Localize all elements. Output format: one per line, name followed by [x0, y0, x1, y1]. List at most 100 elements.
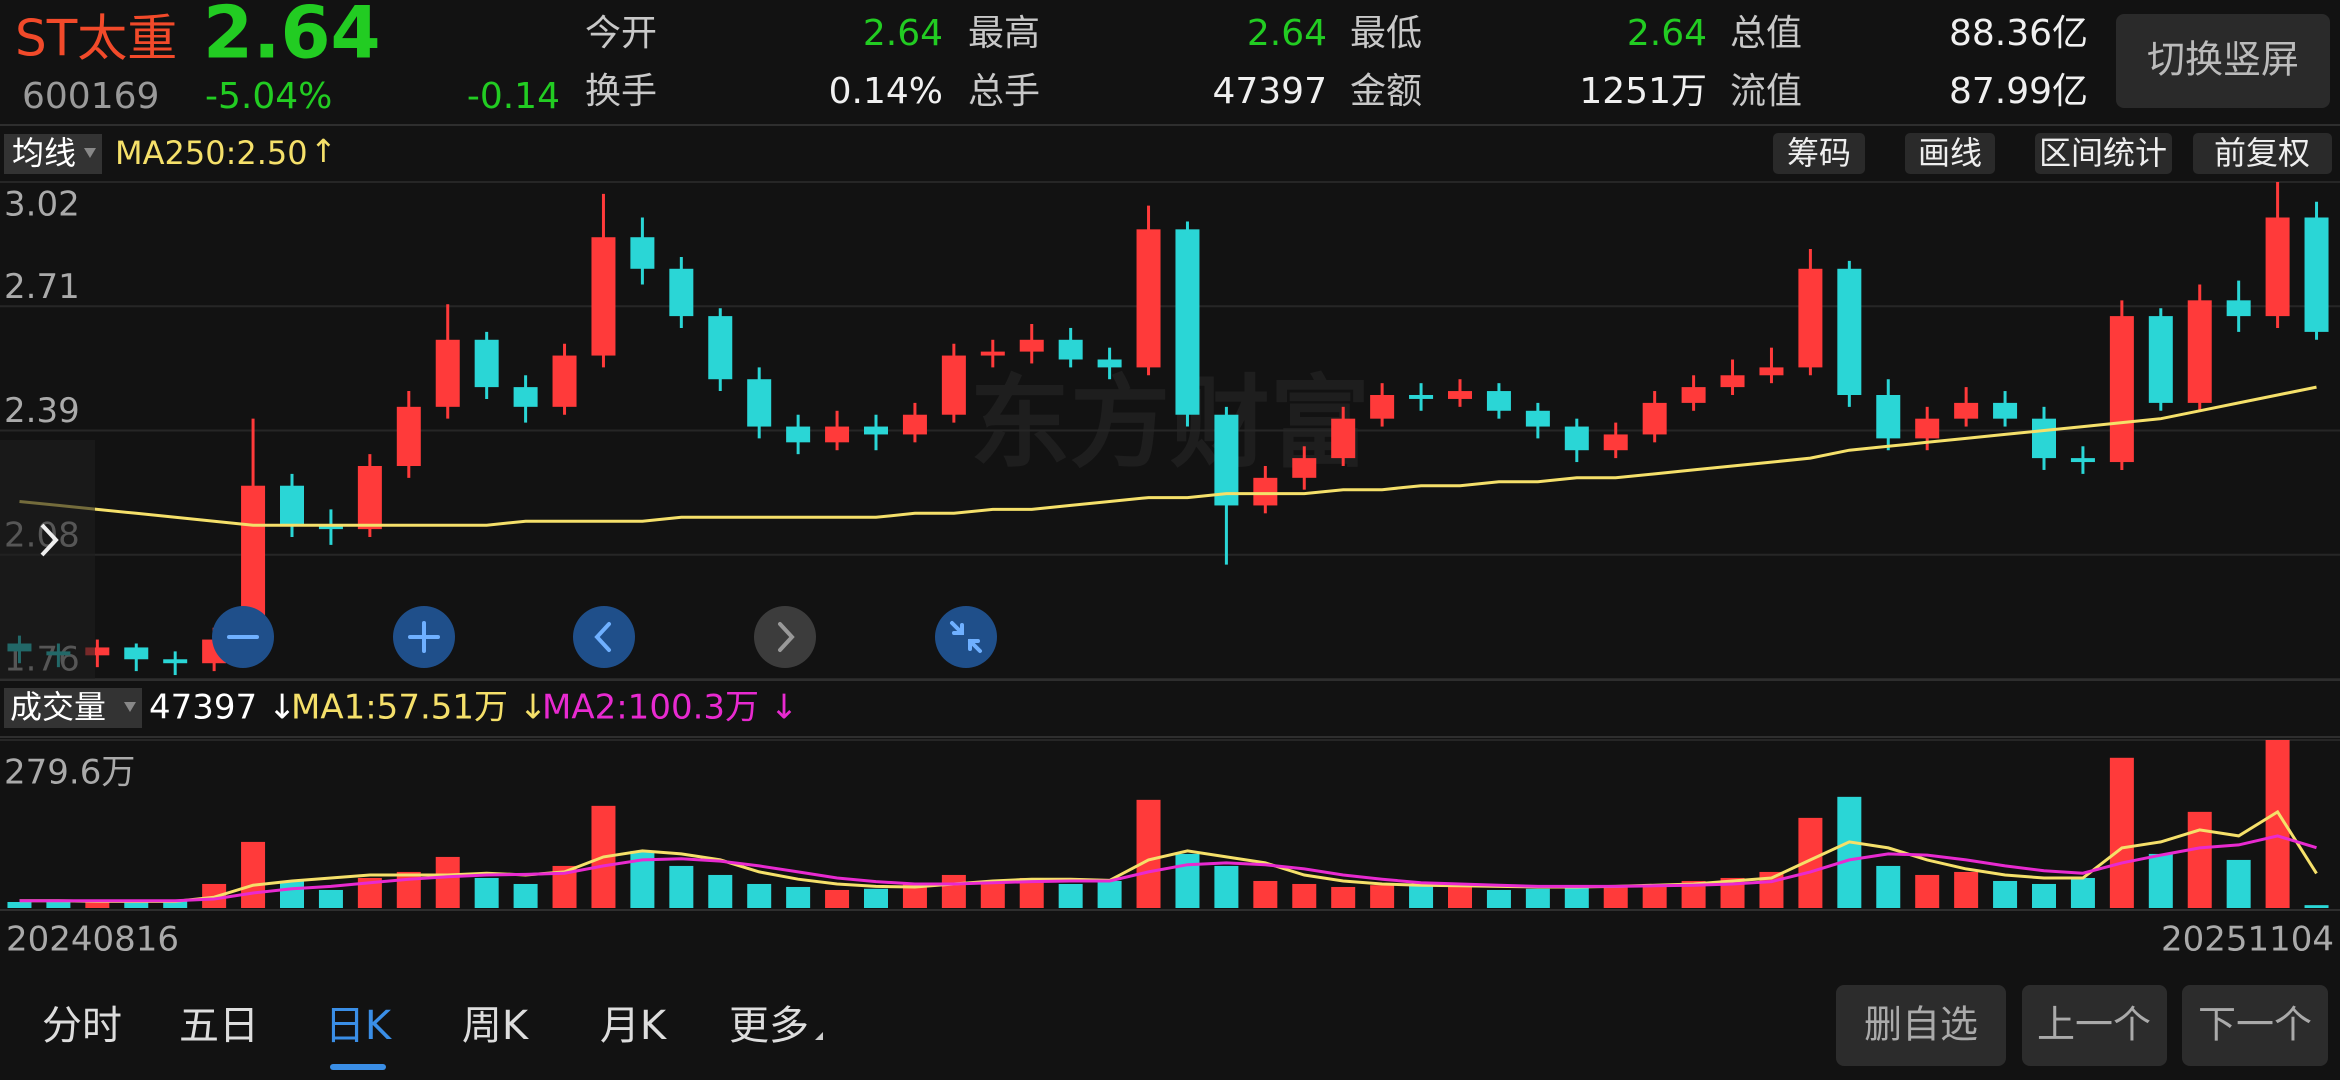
- volume-bar: [1876, 865, 1901, 908]
- stat-value: 88.36亿: [1949, 13, 2088, 54]
- scroll-right-button[interactable]: [754, 606, 816, 668]
- volume-bar: [1954, 871, 1979, 908]
- volume-bar: [1837, 796, 1862, 908]
- ma-selector[interactable]: [4, 134, 102, 174]
- volume-bar: [2109, 757, 2134, 908]
- reset-button[interactable]: [935, 606, 997, 668]
- tool-button[interactable]: [1773, 133, 1865, 174]
- volume-bar: [1409, 883, 1434, 908]
- tab[interactable]: 五日: [179, 1003, 259, 1049]
- stat-value: 87.99亿: [1949, 71, 2088, 112]
- candle-body: [2032, 418, 2056, 459]
- ma-arrow: ↑: [310, 132, 337, 170]
- tool-button[interactable]: [2035, 133, 2172, 174]
- stat-value: 1251万: [1579, 71, 1707, 112]
- candle-body: [1954, 402, 1979, 419]
- volume-bar: [2304, 905, 2329, 908]
- end-date: 20251104: [2161, 920, 2334, 960]
- candle-body: [1097, 359, 1122, 368]
- candle-body: [435, 339, 460, 407]
- candle-body: [1759, 367, 1784, 376]
- tab[interactable]: 周K: [462, 1003, 530, 1049]
- tool-button-label[interactable]: 筹码: [1787, 134, 1851, 172]
- candle-body: [1370, 395, 1395, 419]
- expand-icon[interactable]: [40, 523, 59, 557]
- candle-body: [902, 414, 927, 435]
- volume-bar: [1486, 889, 1511, 908]
- volume-bar: [980, 880, 1005, 908]
- scroll-left-icon: [594, 622, 611, 652]
- volume-bar: [513, 883, 538, 908]
- volume-bar: [669, 865, 694, 908]
- tool-button-label[interactable]: 前复权: [2214, 134, 2310, 172]
- volume-bar: [2148, 853, 2173, 908]
- change: -0.14: [467, 76, 560, 117]
- volume-bar: [1642, 883, 1667, 908]
- candle-body: [669, 268, 694, 317]
- volume-bar: [1993, 880, 2018, 908]
- ma2-label: MA2:100.3万 ↓: [542, 688, 798, 728]
- ma250-line: [19, 385, 2317, 527]
- action-button[interactable]: [2182, 985, 2328, 1066]
- tool-button-label[interactable]: 区间统计: [2039, 134, 2167, 172]
- candle-body: [786, 426, 811, 443]
- candle-body: [163, 659, 188, 664]
- tool-button[interactable]: [1905, 133, 1995, 174]
- stock-name: ST太重: [15, 10, 177, 68]
- candle-body: [630, 237, 655, 269]
- more-icon: [815, 1032, 823, 1040]
- volume-ma2-line: [19, 834, 2317, 903]
- volume-label: 47397 ↓: [149, 688, 296, 728]
- candle-body: [2304, 217, 2329, 332]
- y-tick-label: 2.71: [4, 267, 80, 307]
- volume-bar: [941, 874, 966, 908]
- candle-body: [280, 485, 304, 526]
- volume-bar: [85, 901, 110, 908]
- candle-body: [1915, 418, 1940, 439]
- indicator-selector[interactable]: [4, 688, 142, 728]
- action-button-label[interactable]: 下一个: [2198, 1003, 2312, 1047]
- action-button[interactable]: [1836, 985, 2006, 1066]
- stat-label: 最高: [968, 13, 1040, 54]
- volume-bar: [1136, 799, 1161, 908]
- volume-bar: [1525, 888, 1550, 908]
- y-tick-label: 3.02: [4, 185, 80, 225]
- scroll-right-icon: [778, 622, 795, 652]
- rotate-button[interactable]: [2116, 14, 2330, 108]
- indicator-selector-label[interactable]: 成交量: [10, 688, 106, 726]
- tab[interactable]: 日K: [325, 1003, 393, 1049]
- candle-body: [2226, 300, 2251, 317]
- volume-bar: [1603, 886, 1628, 908]
- action-button-label[interactable]: 上一个: [2037, 1003, 2151, 1047]
- volume-bar: [124, 901, 149, 908]
- ma-label: MA250:2.50: [115, 134, 308, 172]
- candle-body: [1409, 395, 1434, 399]
- scroll-left-button[interactable]: [573, 606, 635, 668]
- action-button[interactable]: [2022, 985, 2167, 1066]
- rotate-button-label[interactable]: 切换竖屏: [2147, 38, 2299, 82]
- dropdown-icon: [84, 148, 96, 158]
- volume-bar: [474, 877, 499, 908]
- volume-bar: [1370, 885, 1395, 908]
- tab[interactable]: 分时: [42, 1003, 122, 1049]
- tool-button-label[interactable]: 画线: [1918, 134, 1982, 172]
- candle-body: [1253, 477, 1278, 506]
- candle-body: [1720, 375, 1745, 388]
- candle-body: [1642, 402, 1667, 435]
- tab[interactable]: 更多: [729, 1003, 809, 1049]
- stat-label: 流值: [1730, 71, 1802, 112]
- tab[interactable]: 月K: [600, 1003, 668, 1049]
- stat-label: 换手: [585, 71, 657, 112]
- y-tick-label: 2.39: [4, 391, 80, 431]
- tool-button[interactable]: [2193, 133, 2332, 174]
- volume-bar: [1175, 853, 1200, 908]
- volume-bar: [2226, 859, 2251, 908]
- candle-body: [396, 406, 421, 466]
- candle-body: [1486, 391, 1511, 411]
- action-button-label[interactable]: 删自选: [1864, 1003, 1978, 1047]
- volume-bar: [747, 883, 772, 908]
- candle-body: [1798, 268, 1823, 368]
- ma-selector-label[interactable]: 均线: [12, 134, 76, 172]
- candle-body: [1876, 395, 1901, 439]
- candle-body: [1331, 418, 1356, 459]
